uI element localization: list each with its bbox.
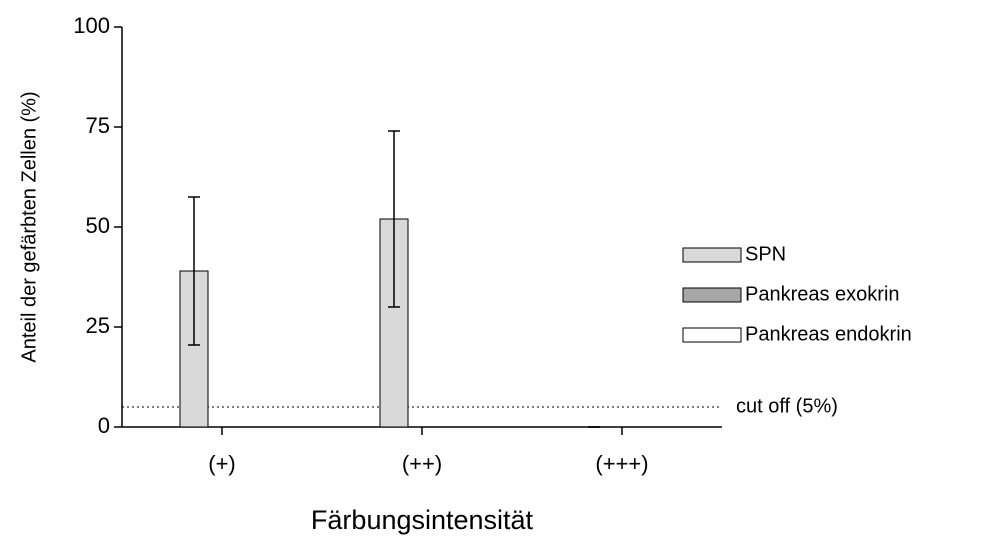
legend-swatch: [682, 287, 742, 303]
y-tick-label: 100: [73, 13, 110, 38]
legend-swatch: [682, 247, 742, 263]
x-axis-label: Färbungsintensität: [311, 505, 534, 535]
legend-swatch: [682, 327, 742, 343]
x-tick-label: (+++): [595, 451, 648, 476]
legend-label: SPN: [745, 243, 786, 265]
legend-label: Pankreas endokrin: [745, 323, 912, 345]
y-tick-label: 75: [86, 113, 110, 138]
x-tick-label: (++): [402, 451, 442, 476]
y-tick-label: 25: [86, 313, 110, 338]
legend-label: Pankreas exokrin: [745, 283, 900, 305]
error-bar: [188, 196, 200, 346]
bar: [379, 218, 409, 428]
y-axis-label: Anteil der gefärbten Zellen (%): [18, 91, 40, 362]
y-tick-label: 50: [86, 213, 110, 238]
x-tick-label: (+): [208, 451, 236, 476]
error-bar: [388, 130, 400, 308]
y-tick-label: 0: [98, 413, 110, 438]
reference-label: cut off (5%): [736, 395, 838, 417]
